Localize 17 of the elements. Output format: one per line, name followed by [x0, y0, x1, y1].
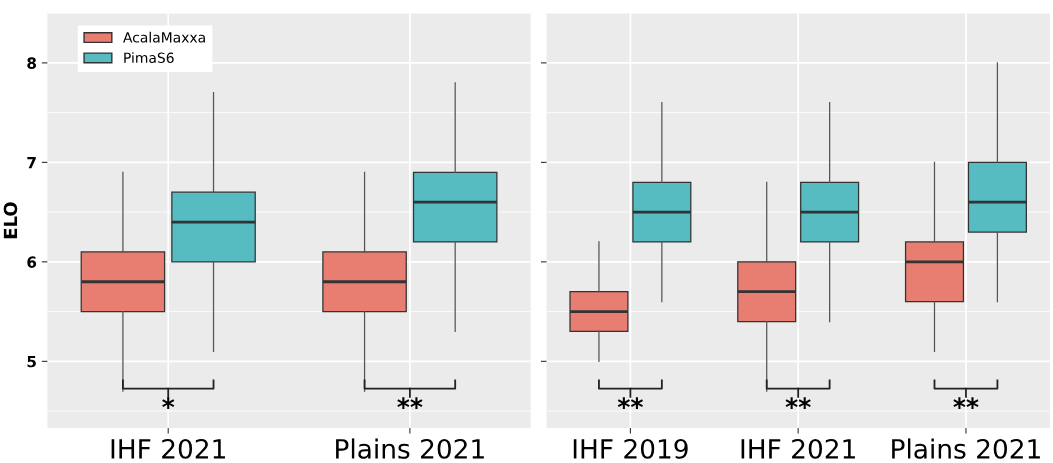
y-tick-label: 8	[27, 57, 37, 69]
x-tick-label: Plains 2021	[336, 438, 484, 459]
legend-label: PimaS6	[124, 52, 174, 64]
x-tick-label: IHF 2021	[111, 438, 225, 459]
legend-label: AcalaMaxxa	[123, 31, 205, 43]
annotation: *	[162, 397, 175, 409]
y-tick-label: 6	[27, 256, 37, 268]
annotation: **	[953, 397, 979, 409]
annotation: **	[397, 397, 423, 409]
y-tick-label: 5	[27, 356, 36, 368]
annotation: **	[785, 397, 811, 409]
annotation: **	[617, 397, 643, 409]
y-axis-title: ELO	[3, 202, 18, 239]
x-tick-label: IHF 2021	[741, 438, 855, 459]
x-tick-label: Plains 2021	[892, 438, 1040, 459]
x-tick-label: IHF 2019	[573, 438, 688, 459]
y-tick-label: 7	[27, 157, 36, 169]
